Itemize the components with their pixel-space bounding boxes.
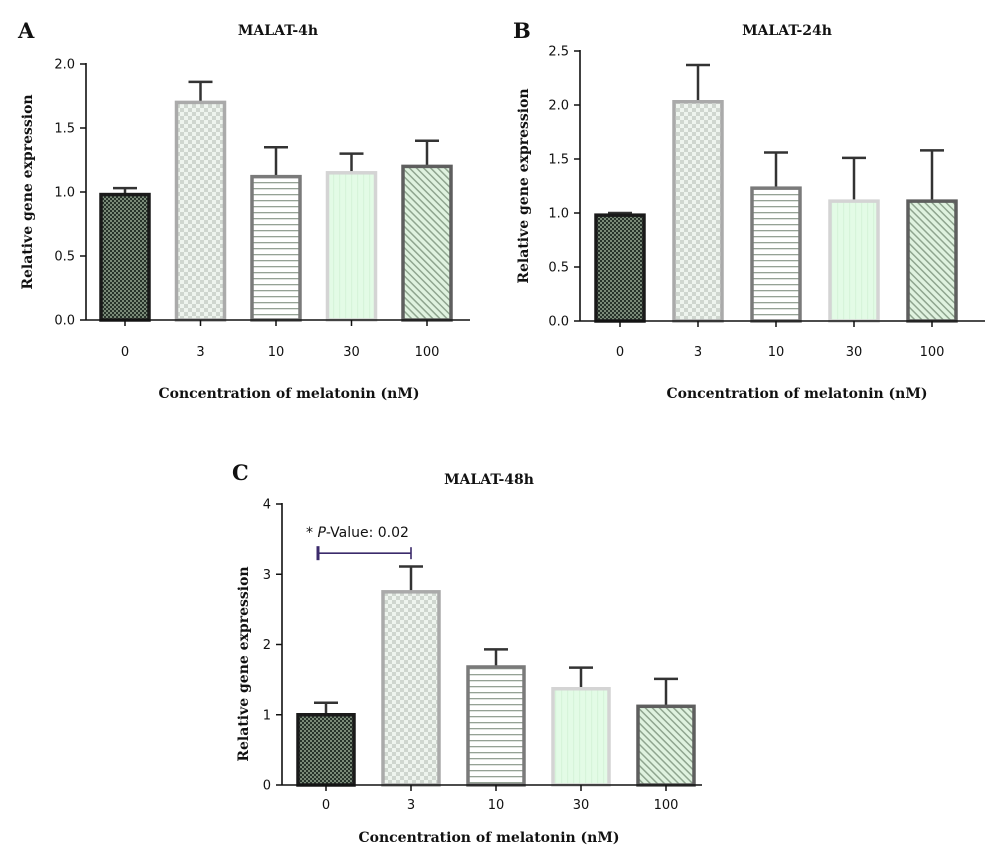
- panel-letter: A: [17, 18, 35, 43]
- panel-letter: B: [513, 18, 531, 43]
- significance-p: P: [317, 525, 326, 541]
- x-tick-label: 100: [654, 798, 679, 813]
- y-tick-label: 2: [263, 638, 271, 653]
- x-tick-label: 3: [694, 345, 702, 360]
- y-tick-label: 1.5: [54, 122, 75, 137]
- bar: [381, 590, 441, 787]
- y-tick-label: 1.5: [548, 153, 569, 168]
- x-tick-label: 30: [343, 345, 360, 360]
- x-tick-label: 10: [268, 345, 285, 360]
- panel-letter: C: [232, 460, 249, 485]
- x-tick-label: 3: [407, 798, 415, 813]
- y-tick-label: 0.5: [548, 261, 569, 276]
- x-tick-label: 0: [322, 798, 330, 813]
- panel-c: C MALAT-48h Relative gene expression Concen…: [232, 460, 702, 846]
- panel-a: A MALAT-4h Relative gene expression Concent…: [17, 18, 470, 402]
- bar: [296, 713, 356, 787]
- x-axis-label: Concentration of melatonin (nM): [359, 830, 620, 846]
- y-tick-label: 2.0: [54, 58, 75, 73]
- x-tick-label: 3: [196, 345, 204, 360]
- significance-label: * P-Value: 0.02: [306, 525, 409, 541]
- x-tick-label: 30: [846, 345, 863, 360]
- chart-title: MALAT-24h: [742, 23, 832, 39]
- y-tick-label: 1.0: [54, 186, 75, 201]
- bar: [174, 100, 227, 322]
- y-tick-label: 2.5: [548, 45, 569, 60]
- y-tick-label: 0: [263, 779, 271, 794]
- bar: [325, 171, 378, 322]
- x-tick-label: 10: [488, 798, 505, 813]
- x-tick-label: 100: [415, 345, 440, 360]
- y-tick-label: 2.0: [548, 99, 569, 114]
- bar: [466, 665, 526, 787]
- y-axis-label: Relative gene expression: [516, 88, 532, 283]
- x-axis-label: Concentration of melatonin (nM): [667, 386, 928, 402]
- y-tick-label: 0.0: [54, 314, 75, 329]
- bar: [828, 199, 880, 323]
- x-tick-label: 0: [616, 345, 624, 360]
- y-axis-label: Relative gene expression: [236, 566, 252, 761]
- x-tick-label: 100: [920, 345, 945, 360]
- bar: [750, 186, 802, 323]
- panel-b: B MALAT-24h Relative gene expression Concen…: [513, 18, 985, 402]
- y-tick-label: 0.5: [54, 250, 75, 265]
- x-tick-label: 10: [768, 345, 785, 360]
- bar: [906, 199, 958, 323]
- bar: [672, 100, 724, 323]
- chart-title: MALAT-48h: [444, 472, 534, 488]
- y-tick-label: 1: [263, 708, 271, 723]
- y-tick-label: 3: [263, 568, 271, 583]
- y-tick-label: 0.0: [548, 315, 569, 330]
- x-axis-label: Concentration of melatonin (nM): [159, 386, 420, 402]
- significance-text: -Value: 0.02: [326, 525, 409, 541]
- bar: [594, 213, 646, 323]
- significance-prefix: *: [306, 525, 317, 541]
- x-tick-label: 0: [121, 345, 129, 360]
- bar: [250, 174, 302, 322]
- y-tick-label: 4: [263, 498, 271, 513]
- chart-title: MALAT-4h: [238, 23, 318, 39]
- bar: [551, 687, 611, 787]
- y-tick-label: 1.0: [548, 207, 569, 222]
- bar: [636, 704, 696, 787]
- bar: [401, 164, 453, 322]
- bar: [99, 192, 151, 322]
- y-axis-label: Relative gene expression: [20, 94, 36, 289]
- x-tick-label: 30: [573, 798, 590, 813]
